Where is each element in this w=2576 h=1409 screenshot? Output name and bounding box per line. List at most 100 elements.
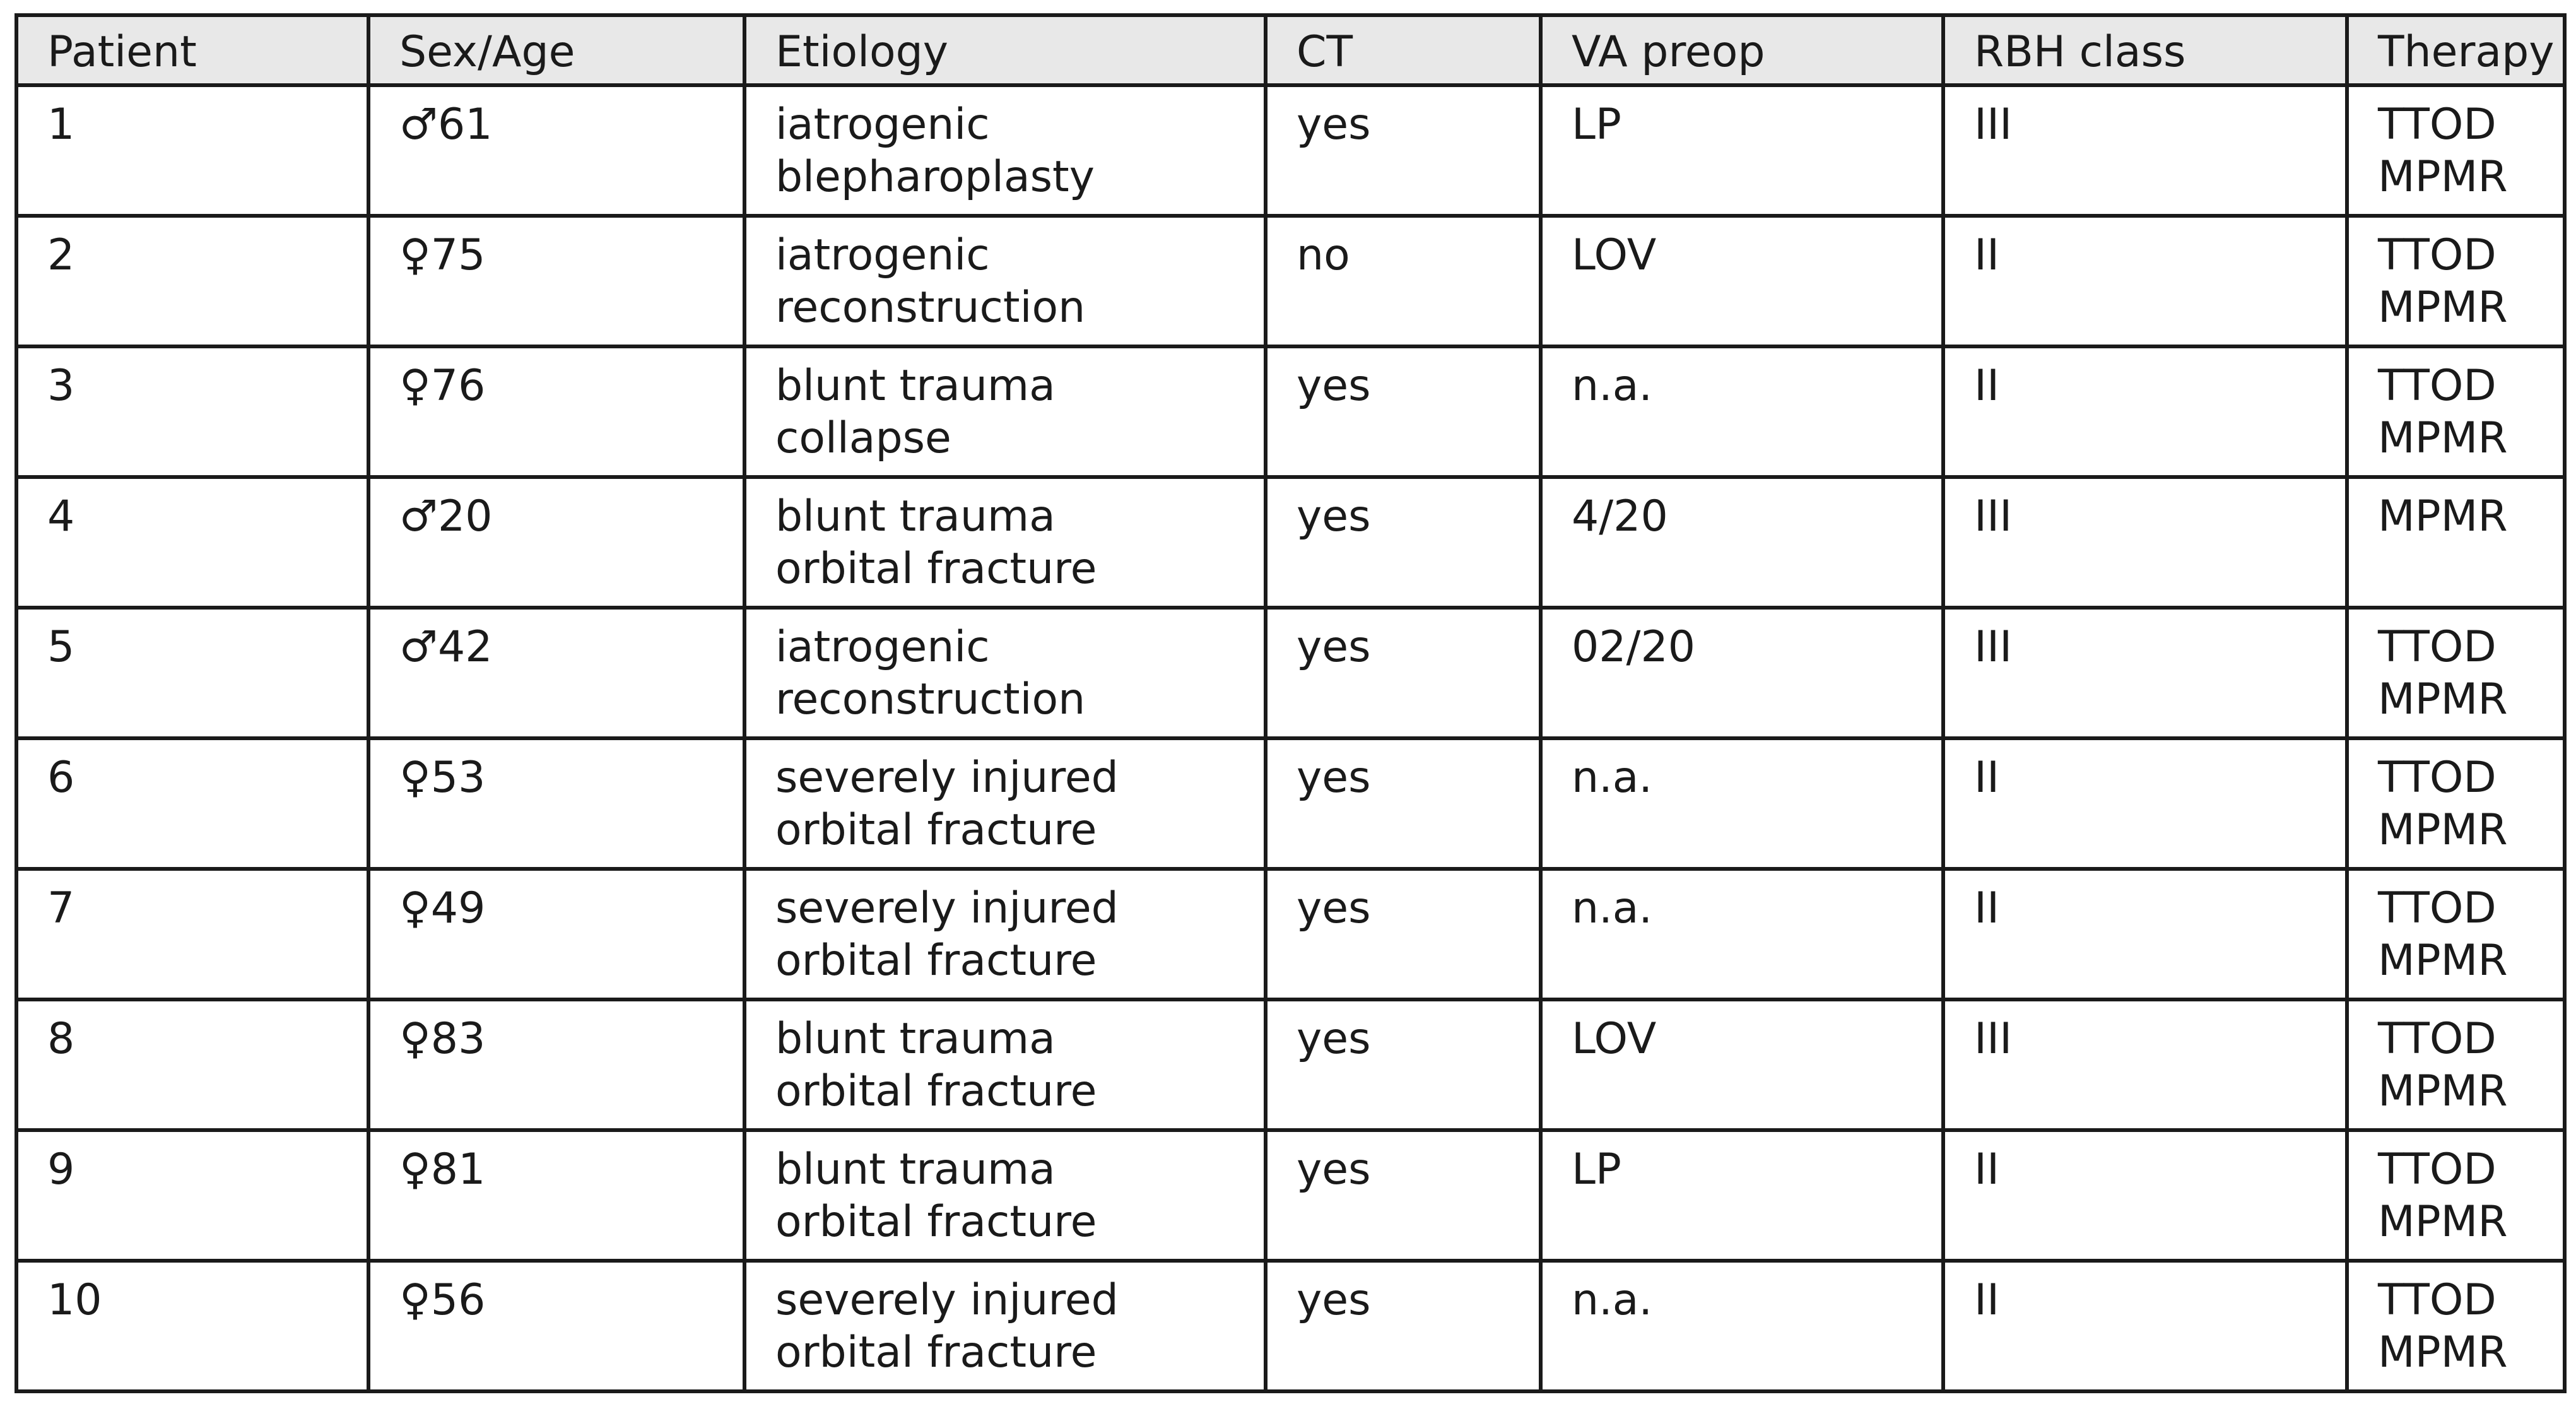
cell-etiology: blunt trauma collapse [743, 345, 1267, 479]
cell-sex-age: ♀49 [367, 867, 746, 1001]
therapy-line-1: TTOD [2378, 100, 2497, 150]
cell-sex-age: ♀56 [367, 1259, 746, 1393]
cell-va-preop: 4/20 [1539, 475, 1945, 610]
cell-ct: no [1264, 214, 1543, 348]
cell-patient: 1 [15, 83, 370, 218]
cell-sex-age: ♂61 [367, 83, 746, 218]
cell-etiology: severely injured orbital fracture [743, 736, 1267, 871]
table-row: 8 ♀83 blunt trauma orbital fracture yes … [15, 998, 2567, 1132]
cell-sex-age: ♂42 [367, 606, 746, 740]
cell-sex-age: ♂20 [367, 475, 746, 610]
cell-rbh-class: III [1941, 83, 2349, 218]
etiology-line-2: orbital fracture [775, 1328, 1097, 1377]
cell-etiology: iatrogenic reconstruction [743, 214, 1267, 348]
cell-patient: 10 [15, 1259, 370, 1393]
etiology-line-1: severely injured [775, 883, 1119, 933]
cell-ct: yes [1264, 83, 1543, 218]
cell-va-preop: LOV [1539, 214, 1945, 348]
cell-therapy: TTOD MPMR [2345, 214, 2567, 348]
cell-patient: 4 [15, 475, 370, 610]
cell-therapy: TTOD MPMR [2345, 606, 2567, 740]
therapy-line-2: MPMR [2378, 1197, 2508, 1247]
table-row: 7 ♀49 severely injured orbital fracture … [15, 867, 2567, 1001]
cell-patient: 6 [15, 736, 370, 871]
cell-ct: yes [1264, 1128, 1543, 1263]
cell-therapy: TTOD MPMR [2345, 867, 2567, 1001]
cell-therapy: TTOD MPMR [2345, 1259, 2567, 1393]
table-row: 3 ♀76 blunt trauma collapse yes n.a. II … [15, 345, 2567, 479]
header-rbh-class: RBH class [1941, 13, 2349, 87]
header-etiology: Etiology [743, 13, 1267, 87]
therapy-line-2: MPMR [2378, 1328, 2508, 1377]
therapy-line-2: MPMR [2378, 413, 2508, 463]
cell-rbh-class: II [1941, 345, 2349, 479]
cell-ct: yes [1264, 345, 1543, 479]
header-sex-age: Sex/Age [367, 13, 746, 87]
cell-ct: yes [1264, 998, 1543, 1132]
cell-patient: 7 [15, 867, 370, 1001]
cell-sex-age: ♀81 [367, 1128, 746, 1263]
cell-rbh-class: III [1941, 606, 2349, 740]
therapy-line-1: TTOD [2378, 753, 2497, 803]
therapy-line-2: MPMR [2378, 805, 2508, 855]
etiology-line-2: orbital fracture [775, 1066, 1097, 1116]
cell-patient: 9 [15, 1128, 370, 1263]
cell-rbh-class: II [1941, 736, 2349, 871]
cell-patient: 2 [15, 214, 370, 348]
therapy-line-1: TTOD [2378, 361, 2497, 411]
cell-etiology: severely injured orbital fracture [743, 867, 1267, 1001]
cell-va-preop: LOV [1539, 998, 1945, 1132]
cell-etiology: blunt trauma orbital fracture [743, 998, 1267, 1132]
therapy-line-2: MPMR [2378, 283, 2508, 333]
cell-therapy: TTOD MPMR [2345, 345, 2567, 479]
therapy-line-1: TTOD [2378, 883, 2497, 933]
therapy-line-2: MPMR [2378, 152, 2508, 202]
table-row: 1 ♂61 iatrogenic blepharoplasty yes LP I… [15, 83, 2567, 218]
therapy-line-1: TTOD [2378, 622, 2497, 672]
cell-therapy: TTOD MPMR [2345, 83, 2567, 218]
etiology-line-1: iatrogenic [775, 100, 990, 150]
cell-rbh-class: II [1941, 867, 2349, 1001]
cell-va-preop: LP [1539, 83, 1945, 218]
therapy-line-1: TTOD [2378, 1275, 2497, 1325]
cell-etiology: iatrogenic blepharoplasty [743, 83, 1267, 218]
table-row: 6 ♀53 severely injured orbital fracture … [15, 736, 2567, 871]
cell-ct: yes [1264, 606, 1543, 740]
cell-va-preop: n.a. [1539, 736, 1945, 871]
table-row: 10 ♀56 severely injured orbital fracture… [15, 1259, 2567, 1393]
cell-patient: 3 [15, 345, 370, 479]
therapy-line-1: MPMR [2378, 492, 2508, 541]
therapy-line-2: MPMR [2378, 1066, 2508, 1116]
etiology-line-1: iatrogenic [775, 230, 990, 280]
etiology-line-2: orbital fracture [775, 805, 1097, 855]
etiology-line-2: orbital fracture [775, 544, 1097, 594]
cell-rbh-class: II [1941, 1128, 2349, 1263]
etiology-line-1: blunt trauma [775, 361, 1056, 411]
cell-etiology: blunt trauma orbital fracture [743, 1128, 1267, 1263]
therapy-line-1: TTOD [2378, 1145, 2497, 1194]
etiology-line-1: severely injured [775, 1275, 1119, 1325]
cell-va-preop: n.a. [1539, 345, 1945, 479]
cell-ct: yes [1264, 736, 1543, 871]
etiology-line-1: blunt trauma [775, 1145, 1056, 1194]
cell-rbh-class: II [1941, 1259, 2349, 1393]
cell-etiology: iatrogenic reconstruction [743, 606, 1267, 740]
table-row: 5 ♂42 iatrogenic reconstruction yes 02/2… [15, 606, 2567, 740]
cell-ct: yes [1264, 475, 1543, 610]
cell-etiology: blunt trauma orbital fracture [743, 475, 1267, 610]
cell-therapy: TTOD MPMR [2345, 1128, 2567, 1263]
cell-va-preop: n.a. [1539, 1259, 1945, 1393]
etiology-line-1: iatrogenic [775, 622, 990, 672]
cell-patient: 8 [15, 998, 370, 1132]
therapy-line-2: MPMR [2378, 675, 2508, 724]
header-therapy: Therapy [2345, 13, 2567, 87]
cell-ct: yes [1264, 867, 1543, 1001]
table-row: 4 ♂20 blunt trauma orbital fracture yes … [15, 475, 2567, 610]
header-va-preop: VA preop [1539, 13, 1945, 87]
etiology-line-2: reconstruction [775, 283, 1086, 333]
therapy-line-2: MPMR [2378, 936, 2508, 986]
cell-rbh-class: II [1941, 214, 2349, 348]
header-ct: CT [1264, 13, 1543, 87]
cell-therapy: MPMR [2345, 475, 2567, 610]
therapy-line-1: TTOD [2378, 230, 2497, 280]
